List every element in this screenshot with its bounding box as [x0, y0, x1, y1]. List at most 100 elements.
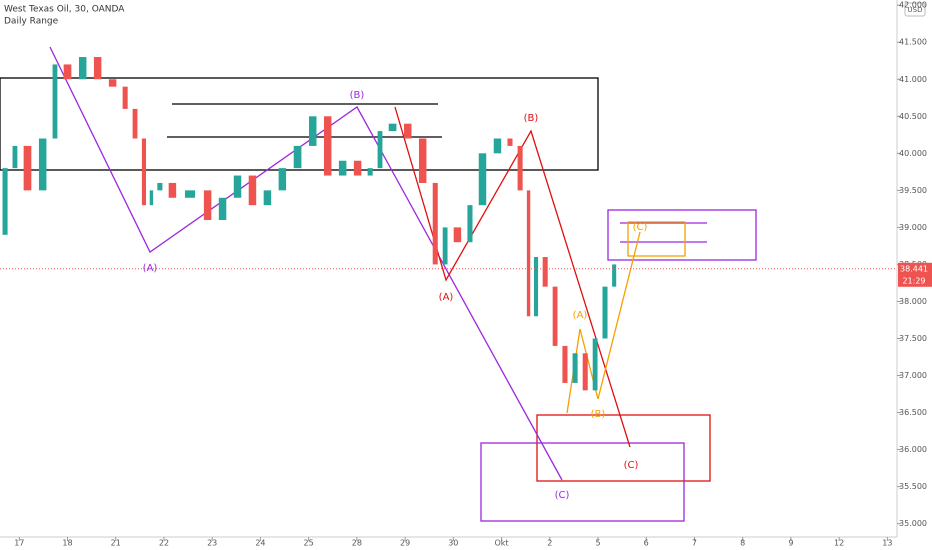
candle	[203, 190, 212, 220]
x-tick-label: 8	[740, 539, 745, 548]
candle	[542, 257, 548, 287]
wave-label: (C)	[624, 460, 639, 471]
last-price-box	[898, 262, 932, 287]
y-tick-label: 41.000	[899, 75, 927, 84]
candle	[218, 197, 227, 220]
wave-label: (A)	[573, 310, 588, 321]
y-tick-label: 38.000	[899, 297, 927, 306]
y-tick-label: 36.500	[899, 408, 927, 417]
candle	[533, 257, 539, 317]
target-box	[627, 221, 686, 257]
x-tick-label: 18	[62, 539, 72, 548]
wave-label: (A)	[143, 263, 158, 274]
candle	[141, 138, 147, 206]
candle	[478, 153, 487, 206]
countdown: 21:29	[902, 276, 925, 285]
candle	[388, 123, 397, 132]
candle	[2, 168, 8, 235]
x-tick-label: 5	[595, 539, 600, 548]
candle	[507, 138, 513, 146]
currency[interactable]: USD	[908, 6, 923, 14]
candle	[168, 182, 177, 198]
candle	[552, 286, 558, 346]
y-tick-label: 35.000	[899, 519, 927, 528]
y-tick-label: 36.000	[899, 445, 927, 454]
wave-line	[394, 106, 631, 448]
y-tick-label: 35.500	[899, 482, 927, 491]
candle	[278, 168, 287, 191]
candle	[493, 138, 502, 154]
chart-subtitle: Daily Range	[4, 17, 59, 27]
x-tick-label: 9	[788, 539, 793, 548]
candle	[293, 145, 302, 169]
x-tick-label: 22	[159, 539, 169, 548]
candle	[93, 57, 102, 80]
candle	[418, 138, 427, 183]
x-tick-label: 21	[111, 539, 121, 548]
candle	[377, 131, 383, 169]
y-tick-label: 40.000	[899, 149, 927, 158]
y-tick-label: 42.000	[899, 1, 927, 10]
wave-label: (B)	[591, 409, 606, 420]
candle	[149, 190, 154, 206]
y-tick-label: 39.000	[899, 223, 927, 232]
wave-label: (A)	[439, 292, 454, 303]
candle	[38, 138, 47, 191]
x-tick-label: 2	[547, 539, 552, 548]
last-price-label: 38.441	[900, 264, 928, 273]
chart-title: West Texas Oil, 30, OANDA	[4, 5, 125, 15]
y-tick-label: 37.000	[899, 371, 927, 380]
candle	[338, 160, 347, 176]
candle	[248, 175, 257, 206]
candle	[108, 79, 117, 87]
wave-label: (B)	[350, 90, 365, 101]
y-tick-label: 37.500	[899, 334, 927, 343]
candle	[12, 145, 18, 169]
candle	[78, 57, 87, 80]
wave-label: (B)	[524, 113, 539, 124]
y-tick-label: 39.500	[899, 186, 927, 195]
target-box	[480, 442, 685, 522]
candle	[184, 190, 196, 198]
candle	[404, 123, 412, 139]
candle	[323, 116, 332, 176]
y-tick-label: 41.500	[899, 38, 927, 47]
x-tick-label: Okt	[495, 539, 509, 548]
candle	[233, 175, 242, 198]
currency-box[interactable]	[904, 2, 926, 17]
target-box	[536, 414, 711, 482]
candle	[353, 160, 362, 176]
x-tick-label: 13	[882, 539, 892, 548]
candle	[517, 145, 523, 191]
candle	[63, 64, 72, 80]
candle	[432, 182, 438, 265]
x-tick-label: 23	[207, 539, 217, 548]
x-tick-label: 29	[400, 539, 410, 548]
x-tick-label: 28	[352, 539, 362, 548]
candle	[562, 345, 568, 383]
candle	[122, 86, 128, 109]
candle	[157, 182, 163, 191]
candle	[23, 145, 32, 191]
candle	[453, 227, 462, 243]
candle	[467, 205, 473, 243]
x-tick-label: 6	[644, 539, 649, 548]
x-tick-label: 17	[14, 539, 24, 548]
wave-label: (C)	[555, 490, 570, 501]
wave-label: (C)	[633, 222, 648, 233]
y-tick-label: 40.500	[899, 112, 927, 121]
candle	[132, 108, 138, 139]
candle	[582, 353, 588, 391]
x-tick-label: 24	[255, 539, 265, 548]
x-tick-label: 30	[448, 539, 458, 548]
candle	[612, 264, 617, 287]
x-tick-label: 25	[304, 539, 314, 548]
range-box	[0, 77, 599, 171]
candle	[367, 168, 373, 176]
x-tick-label: 12	[834, 539, 844, 548]
candle	[263, 190, 272, 206]
target-box	[607, 209, 757, 261]
candle	[52, 64, 58, 139]
